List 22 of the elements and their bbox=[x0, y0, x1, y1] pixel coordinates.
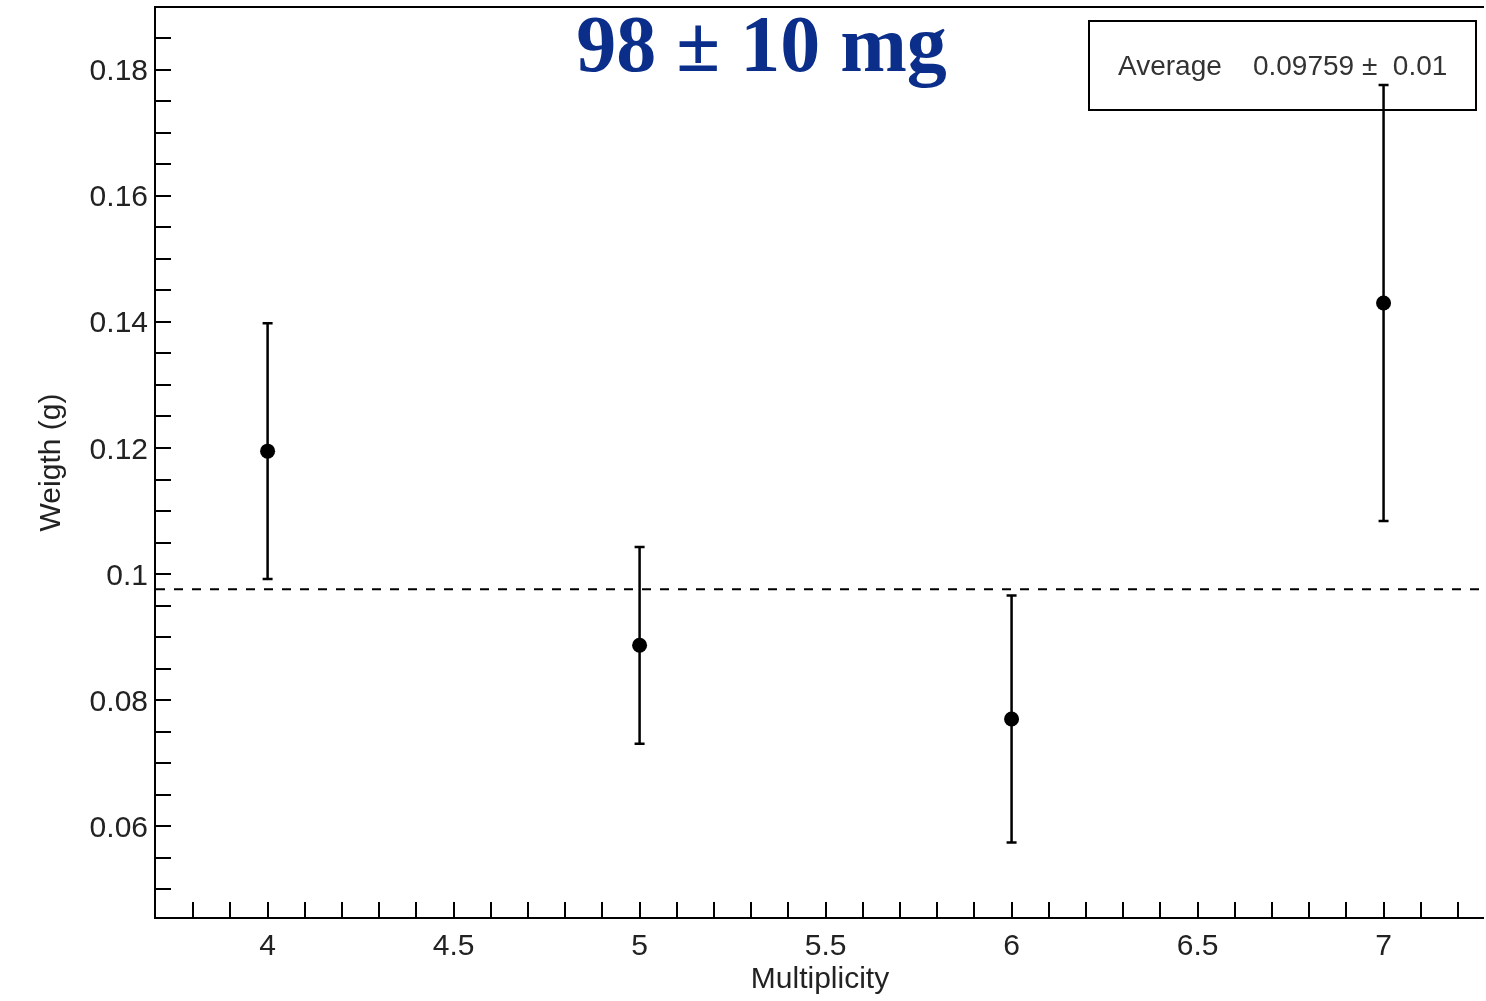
x-tick-label: 6.5 bbox=[1176, 928, 1219, 961]
x-tick-label: 5 bbox=[631, 928, 648, 961]
y-axis-title: Weigth (g) bbox=[33, 393, 67, 532]
y-tick-label: 0.08 bbox=[89, 683, 148, 717]
chart-title: 98 ± 10 mg bbox=[576, 0, 947, 89]
x-tick-label: 6 bbox=[1003, 928, 1020, 961]
point bbox=[1004, 711, 1020, 727]
annotation: Average 0.09759 ± 0.01 bbox=[1118, 50, 1448, 81]
y-tick-label: 0.18 bbox=[89, 53, 148, 87]
point bbox=[1376, 295, 1392, 311]
y-tick-label: 0.16 bbox=[89, 179, 148, 213]
x-tick-label: 5.5 bbox=[804, 928, 847, 961]
point bbox=[260, 443, 276, 459]
y-tick-label: 0.14 bbox=[89, 305, 148, 339]
x-tick-label: 7 bbox=[1375, 928, 1392, 961]
x-tick-label: 4 bbox=[259, 928, 276, 961]
x-tick-label: 4.5 bbox=[432, 928, 475, 961]
y-tick-label: 0.1 bbox=[106, 557, 148, 591]
point bbox=[632, 637, 648, 653]
y-tick-label: 0.12 bbox=[89, 431, 148, 465]
y-tick-label: 0.06 bbox=[89, 809, 148, 843]
x-axis-title: Multiplicity bbox=[750, 961, 890, 994]
